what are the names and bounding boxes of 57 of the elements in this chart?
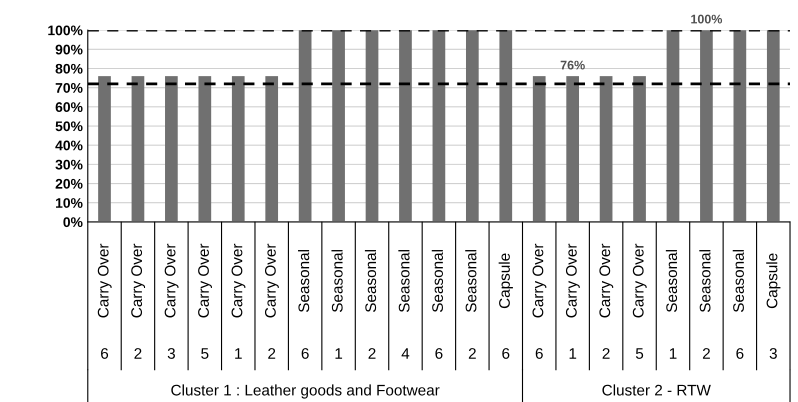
x-tick-label: Seasonal bbox=[398, 250, 410, 312]
y-tick-label: 10% bbox=[56, 198, 83, 208]
text: 4 bbox=[402, 348, 410, 359]
x-tick-label: Seasonal bbox=[699, 250, 711, 312]
text: 5 bbox=[201, 348, 208, 359]
text: 2 bbox=[702, 348, 710, 359]
y-tick-label: 30% bbox=[55, 160, 83, 170]
x-tick-label: Seasonal bbox=[666, 250, 678, 312]
x-tick-label: Seasonal bbox=[732, 250, 744, 312]
y-tick-label: 90% bbox=[56, 44, 83, 54]
data-label: 76% bbox=[560, 60, 585, 70]
y-tick-label: 50% bbox=[56, 121, 83, 132]
x-tick-label: Seasonal bbox=[432, 250, 443, 312]
x-tick-label: Seasonal bbox=[465, 250, 476, 312]
x-tick-label: Capsule bbox=[766, 254, 780, 308]
text: 6 bbox=[502, 348, 510, 359]
y-tick-label: 20% bbox=[56, 178, 83, 189]
y-tick-label: 100% bbox=[48, 25, 83, 36]
text: 1 bbox=[670, 348, 676, 359]
x-tick-label: Seasonal bbox=[331, 250, 343, 312]
x-tick-label: Seasonal bbox=[364, 250, 376, 312]
y-tick-label: 70% bbox=[56, 83, 83, 93]
x-tick-label: Carry Over bbox=[131, 244, 146, 318]
text: 6 bbox=[736, 348, 744, 359]
text: 6 bbox=[536, 348, 543, 359]
data-label: 100% bbox=[691, 14, 722, 24]
y-tick-label: 0% bbox=[63, 217, 83, 228]
text: 2 bbox=[134, 348, 142, 359]
x-tick-label: Carry Over bbox=[532, 244, 546, 318]
text: 6 bbox=[302, 348, 309, 359]
text: 1 bbox=[570, 348, 576, 359]
text: Cluster 2 - RTW bbox=[602, 384, 711, 396]
x-tick-label: Carry Over bbox=[632, 244, 647, 318]
x-tick-label: Carry Over bbox=[599, 244, 614, 318]
text: 1 bbox=[235, 348, 242, 359]
text: 2 bbox=[368, 348, 376, 359]
y-tick-label: 80% bbox=[56, 64, 83, 74]
text: 2 bbox=[602, 348, 610, 359]
text: 2 bbox=[468, 348, 476, 359]
y-tick-label: 60% bbox=[56, 102, 83, 112]
text: 6 bbox=[101, 348, 108, 359]
text: 6 bbox=[435, 348, 442, 359]
x-tick-label: Carry Over bbox=[566, 244, 580, 318]
x-tick-label: Carry Over bbox=[264, 244, 279, 318]
x-tick-label: Carry Over bbox=[164, 244, 178, 318]
x-tick-label: Carry Over bbox=[98, 244, 112, 318]
text: 3 bbox=[168, 348, 175, 359]
x-tick-label: Seasonal bbox=[298, 250, 310, 312]
text: 3 bbox=[770, 348, 777, 359]
y-tick-label: 40% bbox=[55, 140, 83, 150]
text: 5 bbox=[636, 348, 644, 359]
x-tick-label: Carry Over bbox=[198, 244, 212, 318]
text: 2 bbox=[268, 348, 276, 359]
text: Cluster 1 : Leather goods and Footwear bbox=[171, 384, 440, 399]
x-tick-label: Carry Over bbox=[232, 244, 246, 318]
x-tick-label: Capsule bbox=[498, 254, 513, 308]
text: 1 bbox=[335, 348, 342, 359]
